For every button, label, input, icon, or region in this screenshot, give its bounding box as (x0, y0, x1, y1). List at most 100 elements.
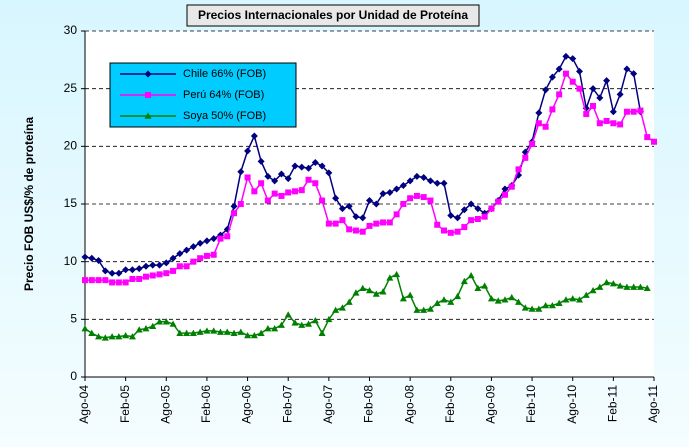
point (332, 220, 339, 227)
point (277, 321, 285, 328)
point (319, 197, 326, 204)
point (305, 176, 312, 183)
point (345, 298, 353, 305)
point (122, 266, 130, 274)
point (156, 271, 163, 278)
point (338, 205, 346, 213)
point (372, 290, 380, 297)
point (596, 120, 603, 127)
point (386, 188, 394, 196)
point (413, 172, 421, 180)
y-tick-label: 0 (70, 369, 77, 383)
y-axis-label: Precio FOB US$/% de proteína (22, 117, 36, 291)
point (216, 328, 224, 335)
x-tick-label: Ago-09 (484, 385, 498, 424)
point (426, 177, 434, 185)
point (569, 295, 577, 302)
point (95, 277, 102, 284)
point (88, 329, 96, 336)
point (237, 201, 244, 207)
point (115, 269, 123, 277)
point (393, 185, 401, 193)
point (379, 190, 387, 198)
legend-label: Chile 66% (FOB) (183, 68, 266, 80)
point (325, 315, 333, 323)
point (434, 221, 441, 228)
point (529, 141, 536, 148)
point (399, 295, 407, 302)
point (433, 299, 441, 306)
point (128, 266, 136, 274)
point (542, 123, 549, 130)
point (196, 239, 204, 247)
legend-label: Perú 64% (FOB) (183, 89, 264, 101)
point (210, 251, 217, 258)
point (420, 194, 427, 201)
point (575, 67, 583, 75)
x-tick-label: Feb-09 (443, 385, 457, 423)
x-tick-label: Ago-04 (77, 385, 91, 424)
point (284, 175, 292, 183)
point (122, 331, 130, 339)
legend-marker (145, 92, 151, 98)
point (636, 283, 644, 290)
point (88, 277, 95, 284)
y-tick-label: 25 (64, 81, 78, 95)
point (162, 318, 170, 325)
point (393, 270, 401, 278)
point (312, 180, 319, 187)
point (325, 220, 332, 227)
point (163, 270, 170, 277)
point (210, 327, 218, 334)
point (609, 108, 617, 116)
point (474, 205, 482, 213)
point (101, 267, 109, 275)
point (535, 109, 543, 117)
x-tick-label: Feb-05 (118, 385, 132, 423)
point (224, 233, 231, 240)
point (183, 263, 190, 270)
point (149, 322, 157, 330)
point (230, 329, 238, 336)
point (196, 328, 204, 335)
point (338, 304, 346, 311)
point (542, 301, 550, 309)
point (250, 132, 258, 140)
x-tick-label: Ago-11 (646, 385, 660, 423)
point (142, 325, 150, 332)
point (616, 282, 624, 289)
point (257, 157, 265, 165)
y-tick-label: 5 (70, 312, 77, 326)
point (427, 197, 434, 204)
point (237, 168, 245, 176)
point (169, 254, 177, 262)
point (454, 292, 462, 300)
point (413, 192, 420, 199)
point (366, 197, 373, 205)
point (406, 291, 414, 298)
point (562, 70, 569, 77)
point (108, 269, 116, 277)
point (630, 70, 638, 78)
point (589, 287, 597, 294)
point (339, 217, 346, 224)
point (162, 259, 170, 267)
point (501, 191, 508, 198)
point (569, 55, 577, 63)
point (135, 265, 143, 273)
point (637, 107, 644, 114)
point (142, 273, 149, 280)
point (81, 325, 89, 332)
point (197, 255, 204, 262)
point (264, 197, 271, 204)
legend-marker (144, 70, 152, 78)
point (440, 179, 448, 187)
point (447, 229, 454, 236)
point (582, 291, 590, 298)
point (102, 277, 109, 284)
point (501, 185, 509, 193)
chart-title: Precios Internacionales por Unidad de Pr… (198, 8, 468, 22)
point (250, 331, 258, 339)
point (176, 263, 183, 270)
point (562, 52, 570, 60)
